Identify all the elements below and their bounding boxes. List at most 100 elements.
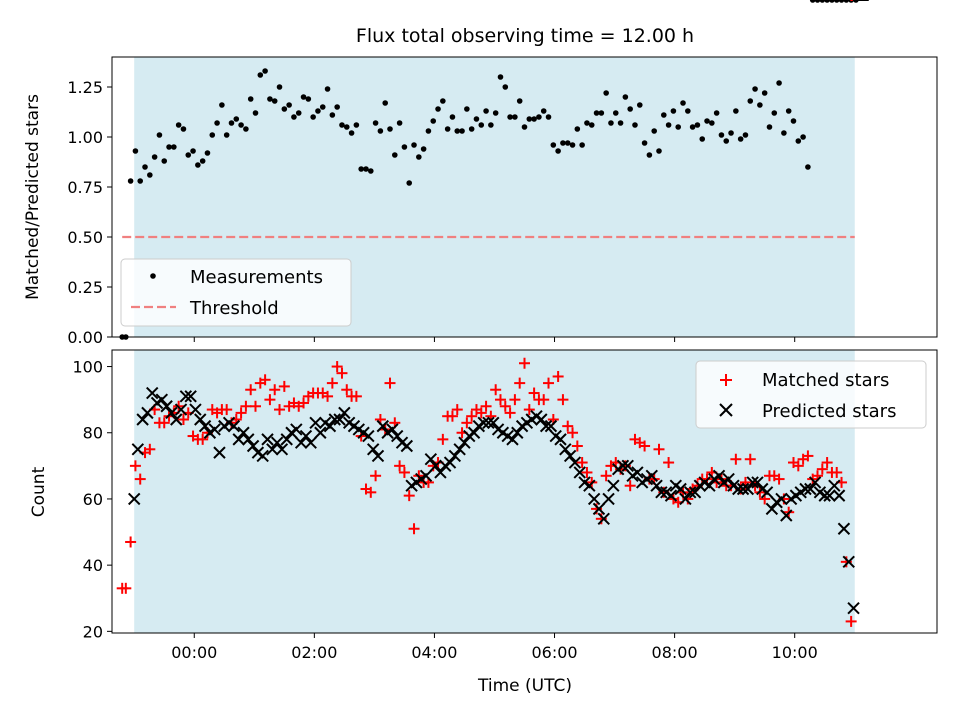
matched-point xyxy=(514,377,526,389)
matched-point xyxy=(792,460,804,472)
matched-point xyxy=(494,394,506,406)
legend-measurements-marker xyxy=(150,273,156,279)
measurement-point xyxy=(401,144,408,150)
measurement-point xyxy=(747,98,754,104)
measurement-point xyxy=(612,110,619,116)
measurement-point xyxy=(180,126,187,132)
matched-point xyxy=(298,397,310,409)
matched-point xyxy=(490,384,502,396)
measurement-point xyxy=(598,110,605,116)
measurement-point xyxy=(564,140,571,146)
predicted-point xyxy=(304,436,317,449)
predicted-point xyxy=(170,413,183,426)
predicted-point xyxy=(179,390,193,403)
measurement-point xyxy=(771,110,778,116)
predicted-point xyxy=(688,486,702,499)
matched-point xyxy=(269,384,281,396)
measurement-point xyxy=(161,158,168,164)
measurement-point xyxy=(502,84,509,90)
predicted-point xyxy=(299,429,313,443)
measurement-point xyxy=(737,136,744,142)
measurement-point xyxy=(579,142,585,148)
matched-point xyxy=(250,400,262,412)
bottom-y-axis-label: Count xyxy=(29,466,49,517)
measurement-point xyxy=(319,104,326,110)
predicted-point xyxy=(511,426,524,439)
predicted-point xyxy=(828,479,841,492)
top-y-tick-label: 0.25 xyxy=(67,278,103,297)
bottom-y-tick-label: 80 xyxy=(83,424,103,443)
predicted-point xyxy=(362,429,375,443)
matched-point xyxy=(663,457,675,469)
predicted-point xyxy=(309,416,322,430)
predicted-point xyxy=(131,443,145,456)
predicted-point xyxy=(242,433,255,446)
measurement-point xyxy=(233,116,240,122)
measurement-point xyxy=(728,130,734,136)
predicted-point xyxy=(607,479,620,492)
measurement-point xyxy=(420,146,427,152)
bottom-legend-box xyxy=(695,360,927,429)
measurement-point xyxy=(761,90,768,96)
measurement-point xyxy=(656,148,662,154)
measurement-point xyxy=(843,0,850,3)
predicted-point xyxy=(650,479,663,492)
measurement-point xyxy=(166,144,172,150)
bottom-y-tick-label: 100 xyxy=(72,358,103,377)
matched-point xyxy=(499,400,511,412)
matched-point xyxy=(816,463,828,475)
predicted-point xyxy=(453,443,466,456)
predicted-point xyxy=(371,449,385,463)
matched-point xyxy=(528,387,540,399)
measurement-point xyxy=(324,86,331,92)
predicted-point xyxy=(290,423,303,436)
x-tick-label: 08:00 xyxy=(652,643,698,662)
measurement-point xyxy=(353,122,360,128)
measurement-point xyxy=(819,0,826,3)
x-tick-label: 04:00 xyxy=(411,643,457,662)
measurement-point xyxy=(795,138,802,144)
measurement-point xyxy=(377,128,384,134)
matched-point xyxy=(773,473,785,485)
measurement-point xyxy=(627,106,633,112)
measurement-point xyxy=(300,94,307,100)
measurement-point xyxy=(392,152,398,158)
predicted-point xyxy=(760,486,774,499)
measurement-point xyxy=(367,168,374,174)
x-tick-label: 06:00 xyxy=(531,643,577,662)
measurement-point xyxy=(204,150,211,156)
matched-point xyxy=(639,440,651,452)
predicted-point xyxy=(458,436,471,449)
measurement-point xyxy=(709,120,715,126)
measurement-point xyxy=(536,114,542,120)
top-y-tick-label: 0.75 xyxy=(67,178,103,197)
matched-point xyxy=(245,384,257,396)
predicted-point xyxy=(294,436,308,449)
measurement-point xyxy=(704,118,710,124)
predicted-point xyxy=(128,492,141,506)
predicted-point xyxy=(775,492,788,506)
matched-point xyxy=(519,357,530,369)
top-y-tick-label: 0.50 xyxy=(67,228,103,247)
measurement-point xyxy=(127,178,134,184)
measurement-point xyxy=(454,128,461,134)
x-tick-label: 10:00 xyxy=(772,643,818,662)
measurement-point xyxy=(742,132,749,138)
measurement-point xyxy=(185,152,192,158)
matched-point xyxy=(144,443,156,455)
top-legend: Measurements Threshold xyxy=(120,258,352,327)
matched-point xyxy=(509,394,521,406)
matched-point xyxy=(446,410,458,422)
predicted-point xyxy=(391,429,404,443)
measurement-point xyxy=(540,108,547,114)
matched-point xyxy=(504,407,516,419)
matched-point xyxy=(562,420,574,432)
measurement-point xyxy=(560,140,566,146)
top-x-ticks xyxy=(193,337,796,342)
predicted-point xyxy=(837,522,851,535)
predicted-point xyxy=(429,459,442,473)
measurement-point xyxy=(137,178,144,184)
predicted-point xyxy=(208,423,221,436)
measurement-point xyxy=(252,110,259,116)
predicted-point xyxy=(842,555,855,569)
